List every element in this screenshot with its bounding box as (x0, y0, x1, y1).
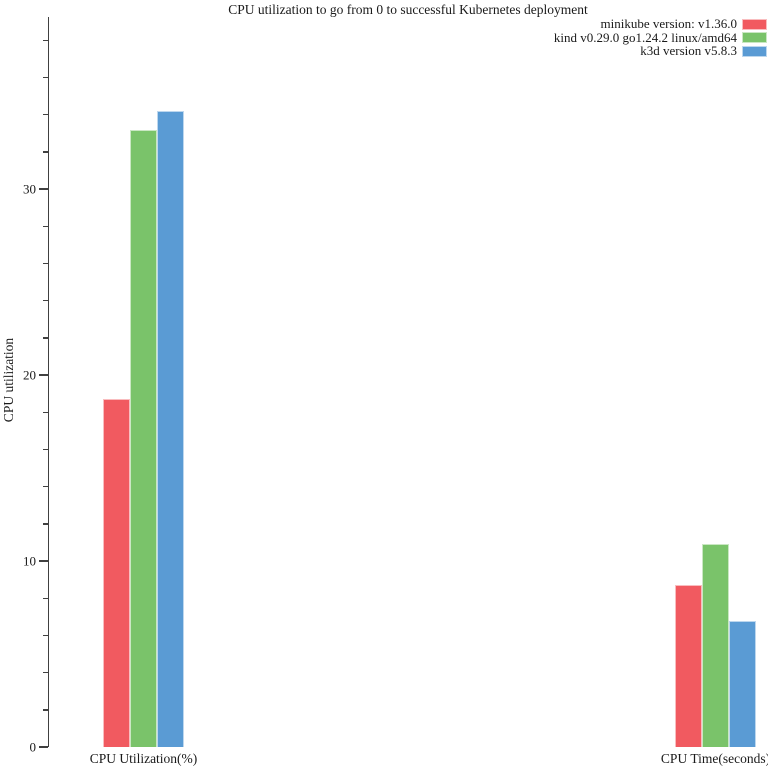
y-axis-minor-tick (42, 76, 48, 79)
y-axis-minor-tick (42, 634, 48, 637)
y-axis-title: CPU utilization (1, 337, 16, 423)
legend-item-kind: kind v0.29.0 go1.24.2 linux/amd64 (553, 29, 767, 45)
legend-label: minikube version: v1.36.0 (600, 16, 738, 31)
legend-item-k3d: k3d version v5.8.3 (640, 43, 767, 58)
legend: minikube version: v1.36.0 kind v0.29.0 g… (553, 16, 767, 58)
y-axis-major-tick (38, 560, 48, 562)
y-axis-minor-tick (42, 448, 48, 451)
bar-series2-group1 (130, 129, 157, 747)
legend-label: k3d version v5.8.3 (640, 43, 737, 58)
y-axis-major-tick (38, 746, 48, 748)
legend-swatch-green (742, 32, 767, 44)
legend-label: kind v0.29.0 go1.24.2 linux/amd64 (553, 29, 737, 45)
bar-series3-group1 (157, 110, 184, 747)
x-axis-category-label: CPU Time(seconds) (660, 751, 768, 766)
bar-series2-group2 (702, 544, 729, 747)
y-axis-minor-tick (42, 597, 48, 599)
y-axis-minor-tick (42, 262, 48, 265)
y-axis-minor-tick (42, 337, 48, 339)
y-axis-tick-label: 10 (23, 553, 36, 569)
bar-series1-group2 (675, 585, 702, 747)
plot-area: 0 10 20 30 CPU Utilization(%) CPU Time(second… (23, 17, 768, 766)
y-axis-major-tick (38, 374, 48, 376)
y-axis-minor-tick (42, 225, 48, 227)
y-axis-tick-label: 30 (23, 181, 36, 197)
y-axis-minor-tick (42, 113, 48, 116)
y-axis-minor-tick (42, 671, 48, 674)
bar-series1-group1 (103, 399, 130, 747)
y-axis-major-tick (38, 188, 48, 190)
y-axis-minor-tick (42, 411, 48, 413)
bar-series3-group2 (729, 620, 756, 747)
y-axis-tick-label: 20 (23, 367, 36, 383)
y-axis-minor-tick (42, 523, 48, 525)
y-axis-minor-tick (42, 485, 48, 488)
legend-swatch-blue (742, 45, 767, 57)
y-axis-minor-tick (42, 709, 48, 711)
y-axis-minor-tick (42, 39, 48, 41)
y-axis-minor-tick (42, 299, 48, 302)
legend-item-minikube: minikube version: v1.36.0 (600, 16, 767, 31)
x-axis-category-label: CPU Utilization(%) (89, 751, 198, 766)
y-axis-tick-label: 0 (29, 739, 37, 755)
y-axis-minor-tick (42, 151, 48, 153)
legend-swatch-red (742, 18, 767, 30)
chart-title: CPU utilization to go from 0 to successf… (228, 2, 588, 17)
